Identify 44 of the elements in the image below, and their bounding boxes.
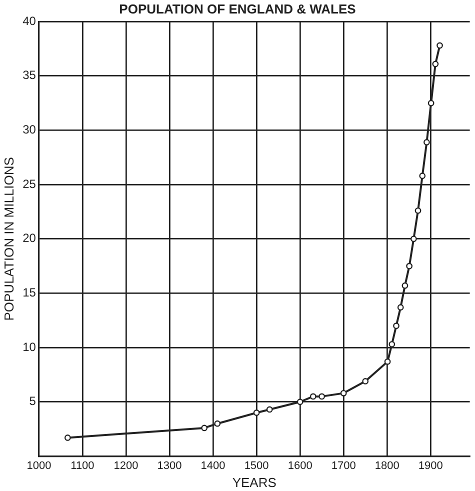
point [340, 390, 347, 396]
point [402, 282, 408, 289]
point [397, 304, 404, 311]
y-tick-label: 30 [22, 122, 36, 137]
x-tick-label: 1200 [114, 460, 138, 472]
x-tick-label: 1500 [244, 460, 269, 472]
point [414, 207, 422, 214]
x-tick-label: 1600 [288, 460, 312, 472]
point [266, 406, 273, 413]
point [419, 172, 426, 180]
x-tick-label: 1100 [70, 460, 94, 472]
point [201, 424, 208, 432]
point [410, 236, 417, 242]
x-tick-label: 1700 [331, 460, 356, 472]
x-tick-label: 1800 [374, 460, 400, 472]
y-tick-label: 35 [22, 68, 36, 82]
x-tick-label: 1000 [26, 460, 52, 472]
point [406, 262, 413, 270]
y-tick-label: 5 [29, 394, 36, 408]
point [393, 322, 400, 330]
x-tick-label: 1400 [200, 460, 226, 472]
point [318, 393, 326, 400]
point [64, 434, 71, 441]
x-tick-label: 1900 [418, 460, 443, 472]
y-tick-label: 25 [22, 176, 36, 191]
x-axis-title: YEARS [232, 474, 277, 490]
y-tick-label: 20 [22, 231, 36, 246]
point [424, 139, 430, 146]
y-tick-label: 15 [22, 286, 36, 300]
point [253, 410, 260, 416]
point [362, 378, 369, 384]
y-tick-label: 10 [22, 340, 36, 354]
point [384, 358, 391, 365]
y-tick-label: 40 [22, 14, 36, 28]
point [388, 341, 396, 348]
point [432, 60, 439, 68]
point [428, 100, 434, 106]
chart-title: POPULATION OF ENGLAND & WALES [119, 1, 356, 16]
y-axis-title: POPULATION IN MILLIONS [1, 156, 16, 321]
point [214, 420, 221, 427]
x-tick-label: 1300 [157, 460, 182, 472]
point [310, 393, 316, 400]
point [296, 398, 304, 406]
point [436, 42, 443, 49]
